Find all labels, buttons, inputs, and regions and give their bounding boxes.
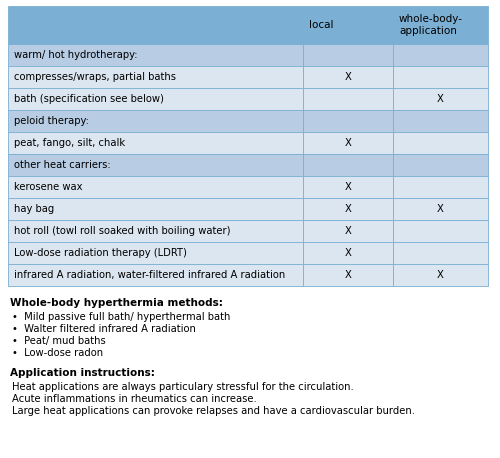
Bar — [8, 88, 303, 110]
Text: •  Peat/ mud baths: • Peat/ mud baths — [12, 336, 106, 346]
Text: compresses/wraps, partial baths: compresses/wraps, partial baths — [14, 72, 176, 82]
Bar — [8, 198, 303, 220]
Bar — [393, 154, 488, 176]
Bar — [303, 220, 393, 242]
Text: kerosene wax: kerosene wax — [14, 182, 82, 192]
Bar — [303, 198, 393, 220]
Bar — [303, 154, 393, 176]
Text: X: X — [437, 94, 444, 104]
Bar — [303, 6, 393, 44]
Bar — [8, 44, 303, 66]
Bar — [8, 176, 303, 198]
Text: whole-body-
application: whole-body- application — [399, 14, 463, 36]
Bar — [393, 44, 488, 66]
Bar — [303, 132, 393, 154]
Bar — [303, 176, 393, 198]
Bar — [303, 264, 393, 286]
Bar — [8, 154, 303, 176]
Bar — [393, 220, 488, 242]
Text: hay bag: hay bag — [14, 204, 54, 214]
Text: other heat carriers:: other heat carriers: — [14, 160, 110, 170]
Text: local: local — [309, 20, 334, 30]
Text: peloid therapy:: peloid therapy: — [14, 116, 89, 126]
Bar — [303, 66, 393, 88]
Text: X: X — [344, 270, 352, 280]
Bar — [393, 242, 488, 264]
Text: Acute inflammations in rheumatics can increase.: Acute inflammations in rheumatics can in… — [12, 394, 257, 404]
Bar — [393, 198, 488, 220]
Text: X: X — [344, 72, 352, 82]
Bar — [393, 6, 488, 44]
Bar — [303, 88, 393, 110]
Bar — [8, 132, 303, 154]
Bar — [8, 6, 303, 44]
Text: bath (specification see below): bath (specification see below) — [14, 94, 164, 104]
Bar — [303, 110, 393, 132]
Bar — [393, 66, 488, 88]
Bar — [303, 44, 393, 66]
Text: X: X — [344, 138, 352, 148]
Bar — [393, 110, 488, 132]
Text: X: X — [437, 204, 444, 214]
Bar — [393, 132, 488, 154]
Bar — [393, 264, 488, 286]
Text: Large heat applications can provoke relapses and have a cardiovascular burden.: Large heat applications can provoke rela… — [12, 406, 415, 416]
Bar — [8, 264, 303, 286]
Text: warm/ hot hydrotherapy:: warm/ hot hydrotherapy: — [14, 50, 138, 60]
Text: •  Walter filtered infrared A radiation: • Walter filtered infrared A radiation — [12, 324, 196, 334]
Text: Heat applications are always particulary stressful for the circulation.: Heat applications are always particulary… — [12, 382, 354, 392]
Text: X: X — [344, 204, 352, 214]
Text: peat, fango, silt, chalk: peat, fango, silt, chalk — [14, 138, 125, 148]
Bar — [303, 242, 393, 264]
Text: X: X — [344, 248, 352, 258]
Text: Low-dose radiation therapy (LDRT): Low-dose radiation therapy (LDRT) — [14, 248, 187, 258]
Bar — [8, 242, 303, 264]
Bar — [8, 220, 303, 242]
Bar — [8, 110, 303, 132]
Text: X: X — [344, 226, 352, 236]
Text: Application instructions:: Application instructions: — [10, 368, 155, 378]
Text: Whole-body hyperthermia methods:: Whole-body hyperthermia methods: — [10, 298, 223, 308]
Bar — [393, 176, 488, 198]
Text: •  Low-dose radon: • Low-dose radon — [12, 348, 103, 358]
Text: hot roll (towl roll soaked with boiling water): hot roll (towl roll soaked with boiling … — [14, 226, 230, 236]
Text: X: X — [437, 270, 444, 280]
Text: X: X — [344, 182, 352, 192]
Text: •  Mild passive full bath/ hyperthermal bath: • Mild passive full bath/ hyperthermal b… — [12, 312, 230, 322]
Bar — [393, 88, 488, 110]
Bar — [8, 66, 303, 88]
Text: infrared A radiation, water-filtered infrared A radiation: infrared A radiation, water-filtered inf… — [14, 270, 285, 280]
